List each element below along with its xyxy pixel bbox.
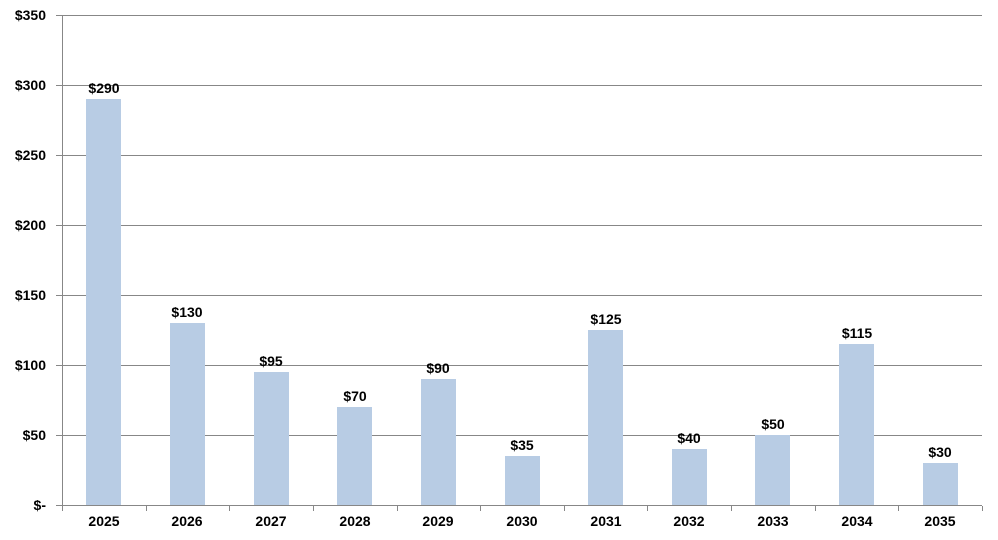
x-tick-label: 2034 bbox=[841, 513, 873, 529]
bar-value-label: $130 bbox=[171, 304, 203, 320]
bar bbox=[755, 435, 790, 505]
y-axis-tick bbox=[56, 15, 62, 16]
y-axis-tick bbox=[56, 295, 62, 296]
y-axis-tick bbox=[56, 505, 62, 506]
gridline bbox=[62, 15, 982, 16]
bar bbox=[672, 449, 707, 505]
y-tick-label: $350 bbox=[14, 7, 46, 23]
x-axis-tick bbox=[731, 506, 732, 511]
gridline bbox=[62, 295, 982, 296]
bar bbox=[421, 379, 456, 505]
bar-value-label: $30 bbox=[928, 444, 952, 460]
x-axis-tick bbox=[480, 506, 481, 511]
x-axis-tick bbox=[982, 506, 983, 511]
y-axis-line bbox=[62, 15, 63, 505]
y-tick-label: $100 bbox=[14, 357, 46, 373]
x-axis-tick bbox=[313, 506, 314, 511]
y-axis-tick bbox=[56, 85, 62, 86]
x-tick-label: 2027 bbox=[255, 513, 287, 529]
y-axis-tick bbox=[56, 225, 62, 226]
bar-value-label: $90 bbox=[426, 360, 450, 376]
bar-value-label: $290 bbox=[88, 80, 120, 96]
x-tick-label: 2026 bbox=[171, 513, 203, 529]
x-tick-label: 2029 bbox=[422, 513, 454, 529]
y-tick-label: $- bbox=[33, 497, 46, 513]
x-axis-tick bbox=[564, 506, 565, 511]
x-tick-label: 2035 bbox=[924, 513, 956, 529]
y-axis-tick bbox=[56, 365, 62, 366]
gridline bbox=[62, 155, 982, 156]
x-axis-tick bbox=[397, 506, 398, 511]
gridline bbox=[62, 435, 982, 436]
bar-value-label: $95 bbox=[259, 353, 283, 369]
gridline bbox=[62, 85, 982, 86]
x-axis-tick bbox=[647, 506, 648, 511]
y-tick-label: $50 bbox=[22, 427, 46, 443]
x-axis-tick bbox=[815, 506, 816, 511]
gridline bbox=[62, 365, 982, 366]
bar bbox=[337, 407, 372, 505]
y-axis-tick bbox=[56, 155, 62, 156]
x-tick-label: 2028 bbox=[339, 513, 371, 529]
gridline bbox=[62, 225, 982, 226]
y-tick-label: $250 bbox=[14, 147, 46, 163]
x-axis-line bbox=[62, 505, 982, 506]
bar bbox=[86, 99, 121, 505]
x-tick-label: 2030 bbox=[506, 513, 538, 529]
x-tick-label: 2025 bbox=[88, 513, 120, 529]
y-tick-label: $300 bbox=[14, 77, 46, 93]
x-axis-tick bbox=[229, 506, 230, 511]
bar-value-label: $115 bbox=[841, 325, 873, 341]
bar bbox=[170, 323, 205, 505]
x-axis-tick bbox=[898, 506, 899, 511]
x-tick-label: 2031 bbox=[590, 513, 622, 529]
y-axis-tick bbox=[56, 435, 62, 436]
bar bbox=[505, 456, 540, 505]
bar bbox=[588, 330, 623, 505]
y-tick-label: $150 bbox=[14, 287, 46, 303]
bar bbox=[839, 344, 874, 505]
bar bbox=[254, 372, 289, 505]
bar-value-label: $125 bbox=[590, 311, 622, 327]
bar bbox=[923, 463, 958, 505]
bar-value-label: $70 bbox=[343, 388, 367, 404]
bar-value-label: $40 bbox=[677, 430, 701, 446]
bar-value-label: $35 bbox=[510, 437, 534, 453]
x-tick-label: 2033 bbox=[757, 513, 789, 529]
x-axis-tick bbox=[62, 506, 63, 511]
bar-value-label: $50 bbox=[761, 416, 785, 432]
y-tick-label: $200 bbox=[14, 217, 46, 233]
x-tick-label: 2032 bbox=[673, 513, 705, 529]
x-axis-tick bbox=[146, 506, 147, 511]
